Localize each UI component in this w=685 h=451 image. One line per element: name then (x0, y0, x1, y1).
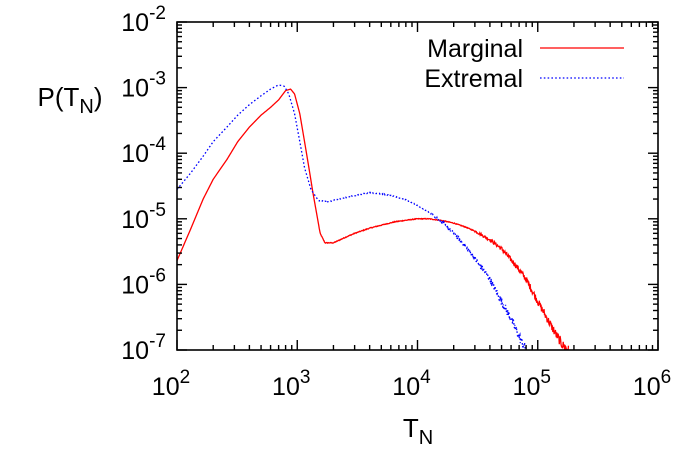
x-tick-label: 104 (392, 367, 431, 401)
legend-label-marginal: Marginal (427, 35, 523, 63)
y-axis-title-close: ) (94, 82, 103, 112)
y-tick-label: 10-4 (121, 134, 166, 168)
x-tick-label: 106 (633, 367, 671, 401)
y-axis-title-sub: N (79, 96, 93, 118)
ticks-layer (176, 21, 659, 351)
x-axis-title: TN (403, 413, 433, 449)
plot-frame (176, 21, 659, 351)
x-tick-label: 105 (513, 367, 551, 401)
series-line-marginal (177, 88, 570, 350)
legend-label-extremal: Extremal (424, 65, 523, 93)
y-axis-title-base: P(T (37, 82, 79, 112)
y-tick-label: 10-3 (121, 69, 166, 103)
legend: Marginal Extremal (424, 35, 624, 93)
series-layer (177, 84, 570, 350)
x-axis-title-base: T (403, 413, 419, 443)
y-tick-label: 10-2 (121, 3, 166, 37)
x-tick-label: 103 (272, 367, 310, 401)
series-line-extremal (177, 84, 527, 350)
y-tick-label: 10-7 (121, 331, 166, 365)
x-axis-title-sub: N (419, 427, 433, 449)
y-axis-title: P(TN) (37, 82, 102, 118)
tick-labels-layer: 102 103 104 105 106 10-7 10-6 10-5 10-4 10-3 10-2 (121, 3, 671, 401)
y-tick-label: 10-5 (121, 200, 166, 234)
y-tick-label: 10-6 (121, 265, 166, 299)
x-tick-label: 102 (152, 367, 190, 401)
